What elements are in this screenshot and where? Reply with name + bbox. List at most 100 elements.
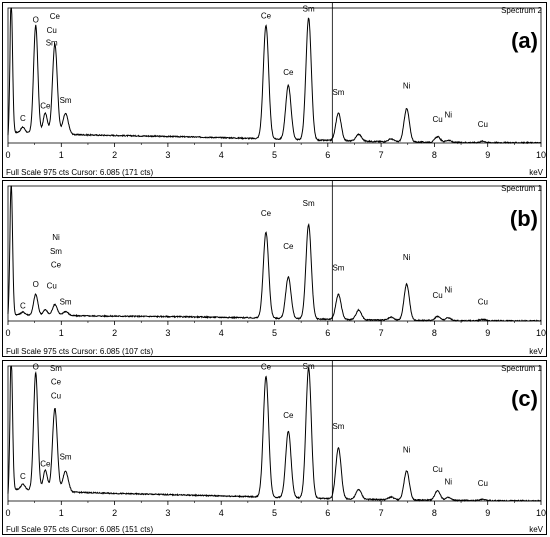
x-tick-label: 0 — [5, 150, 10, 160]
x-tick-label: 7 — [379, 150, 384, 160]
element-annotation: C — [20, 114, 26, 123]
element-annotation: Cu — [478, 120, 488, 129]
footer-scale-readout: Full Scale 975 cts Cursor: 6.085 (107 ct… — [6, 347, 154, 356]
panel-frame — [2, 360, 547, 535]
x-tick-label: 2 — [112, 150, 117, 160]
element-annotation: Ni — [444, 286, 452, 295]
x-tick-label: 8 — [432, 328, 437, 338]
element-annotation: Sm — [303, 199, 315, 208]
element-annotation: Ni — [403, 253, 411, 262]
x-tick-label: 4 — [219, 508, 224, 518]
element-annotation: Ni — [52, 233, 60, 242]
element-annotation: Sm — [60, 452, 72, 461]
x-unit-label: keV — [529, 525, 543, 534]
element-annotation: Ni — [403, 446, 411, 455]
spectrum-label: Spectrum 1 — [501, 364, 542, 373]
element-annotation: Cu — [432, 291, 442, 300]
element-annotation: C — [20, 302, 26, 311]
element-annotation: Cu — [478, 479, 488, 488]
x-tick-label: 10 — [536, 328, 546, 338]
x-tick-label: 0 — [5, 508, 10, 518]
x-tick-label: 5 — [272, 508, 277, 518]
x-tick-label: 1 — [59, 328, 64, 338]
element-annotation: Ce — [50, 12, 61, 21]
x-tick-label: 6 — [325, 508, 330, 518]
element-annotation: Ni — [403, 81, 411, 90]
x-tick-label: 9 — [485, 150, 490, 160]
element-annotation: Ni — [444, 477, 452, 486]
element-annotation: Ce — [283, 68, 294, 77]
footer-scale-readout: Full Scale 975 cts Cursor: 6.085 (151 ct… — [6, 525, 154, 534]
element-annotation: O — [33, 16, 39, 25]
x-tick-label: 10 — [536, 150, 546, 160]
element-annotation: Sm — [60, 297, 72, 306]
x-tick-label: 3 — [165, 150, 170, 160]
element-annotation: Cu — [432, 115, 442, 124]
element-annotation: Ce — [40, 459, 51, 468]
spectrum-line — [7, 185, 542, 322]
x-tick-label: 7 — [379, 328, 384, 338]
element-annotation: Ce — [261, 209, 272, 218]
element-annotation: Ce — [283, 411, 294, 420]
element-annotation: Cu — [47, 281, 57, 290]
element-annotation: Sm — [303, 362, 315, 371]
x-tick-label: 2 — [112, 328, 117, 338]
element-annotation: Ce — [51, 261, 62, 270]
panel-label: (a) — [511, 28, 538, 53]
element-annotation: Sm — [46, 38, 58, 47]
element-annotation: Cu — [47, 26, 57, 35]
spectrum-line — [7, 7, 542, 145]
element-annotation: Ce — [261, 11, 272, 20]
x-tick-label: 5 — [272, 328, 277, 338]
element-annotation: Sm — [332, 88, 344, 97]
element-annotation: Sm — [332, 422, 344, 431]
x-tick-label: 10 — [536, 508, 546, 518]
element-annotation: Sm — [50, 247, 62, 256]
x-tick-label: 2 — [112, 508, 117, 518]
spectrum-label: Spectrum 1 — [501, 184, 542, 193]
footer-scale-readout: Full Scale 975 cts Cursor: 6.085 (171 ct… — [6, 168, 154, 177]
x-tick-label: 8 — [432, 508, 437, 518]
element-annotation: Ce — [51, 378, 62, 387]
element-annotation: Ce — [40, 101, 51, 110]
x-tick-label: 4 — [219, 150, 224, 160]
x-tick-label: 6 — [325, 150, 330, 160]
element-annotation: O — [33, 362, 39, 371]
x-tick-label: 5 — [272, 150, 277, 160]
element-annotation: Sm — [303, 4, 315, 13]
element-annotation: Sm — [332, 263, 344, 272]
x-tick-label: 3 — [165, 508, 170, 518]
x-tick-label: 4 — [219, 328, 224, 338]
x-tick-label: 7 — [379, 508, 384, 518]
spectrum-line — [7, 365, 541, 503]
x-tick-label: 0 — [5, 328, 10, 338]
spectrum-panel-b: 0 1 2 3 4 5 6 7 8 9 10CONiSmCeCuSmCeSmCeSmNiCuNiCu… — [2, 180, 547, 357]
element-annotation: C — [20, 472, 26, 481]
element-annotation: Sm — [50, 364, 62, 373]
element-annotation: O — [33, 280, 39, 289]
panel-frame — [2, 180, 547, 357]
element-annotation: Ni — [444, 110, 452, 119]
x-tick-label: 6 — [325, 328, 330, 338]
panel-label: (c) — [511, 386, 538, 411]
element-annotation: Ce — [261, 362, 272, 371]
element-annotation: Cu — [51, 392, 61, 401]
panel-frame — [2, 2, 547, 178]
x-tick-label: 9 — [485, 328, 490, 338]
panel-label: (b) — [510, 206, 538, 231]
x-unit-label: keV — [529, 168, 543, 177]
element-annotation: Sm — [60, 96, 72, 105]
x-tick-label: 9 — [485, 508, 490, 518]
element-annotation: Cu — [432, 465, 442, 474]
x-unit-label: keV — [529, 347, 543, 356]
x-tick-label: 3 — [165, 328, 170, 338]
element-annotation: Cu — [478, 297, 488, 306]
x-tick-label: 1 — [59, 150, 64, 160]
spectrum-label: Spectrum 2 — [501, 6, 542, 15]
x-tick-label: 8 — [432, 150, 437, 160]
x-tick-label: 1 — [59, 508, 64, 518]
element-annotation: Ce — [283, 242, 294, 251]
